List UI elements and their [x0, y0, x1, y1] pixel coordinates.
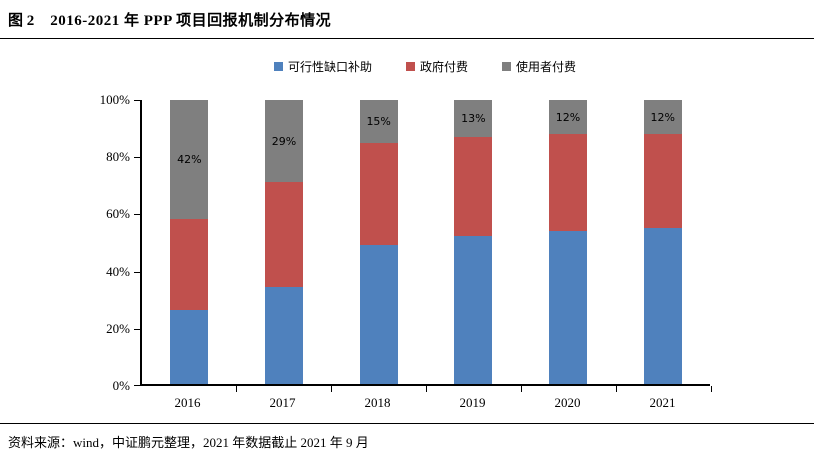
bar-data-label: 29% [271, 134, 297, 148]
bars: 42% 29% 15% 13% 12% 12% [142, 100, 710, 384]
bar-segment: 42% [170, 100, 209, 220]
stacked-bar: 29% [265, 100, 303, 384]
y-axis-tick-label: 20% [106, 320, 130, 336]
plot-area: 42% 29% 15% 13% 12% 12% 0% 20% 40% 60% 80% 100% [100, 92, 712, 393]
legend-label: 政府付费 [419, 59, 468, 74]
legend-swatch [502, 61, 511, 71]
chart-legend: 可行性缺口补助 政府付费 使用者付费 [140, 58, 710, 74]
x-axis-category-label: 2017 [269, 395, 296, 410]
bar-slot: 13% [426, 100, 521, 384]
y-axis-tick-label: 60% [106, 206, 130, 222]
x-axis-tick [236, 386, 237, 392]
bar-segment: 12% [549, 100, 588, 135]
bar-segment [170, 219, 209, 311]
x-axis-category-label: 2020 [554, 395, 581, 410]
bar-segment: 29% [265, 100, 303, 183]
bar-segment [359, 244, 398, 384]
y-axis-tick [134, 271, 142, 273]
x-axis-category-label: 2016 [174, 395, 201, 410]
x-axis-category-label: 2019 [459, 395, 486, 410]
y-axis-tick [134, 157, 142, 159]
bar-segment: 13% [454, 100, 493, 137]
bar-slot: 15% [331, 100, 426, 384]
figure-footer: 资料来源：wind，中证鹏元整理，2021 年数据截止 2021 年 9 月 [0, 423, 814, 451]
x-axis-tick [521, 386, 522, 392]
y-axis-tick [134, 385, 142, 386]
bar-segment [643, 134, 682, 228]
x-axis-labels: 2016 2017 2018 2019 2020 2021 [140, 395, 710, 411]
plot-wrap: 42% 29% 15% 13% 12% 12% 0% 20% 40% 60% 80% 100% [0, 92, 814, 393]
figure-title: 2016-2021 年 PPP 项目回报机制分布情况 [50, 13, 332, 29]
x-axis-tick [616, 386, 617, 392]
bar-segment [454, 236, 493, 384]
y-axis-tick [134, 328, 142, 330]
x-axis-category-label: 2018 [364, 395, 391, 410]
source-note: 资料来源：wind，中证鹏元整理，2021 年数据截止 2021 年 9 月 [8, 435, 369, 450]
stacked-bar: 15% [359, 100, 398, 384]
legend-swatch [273, 61, 283, 71]
bar-segment [549, 230, 588, 384]
y-axis-tick-label: 100% [99, 92, 130, 107]
legend-label: 使用者付费 [516, 59, 577, 74]
x-axis-tick [331, 386, 332, 392]
x-axis-tick [711, 386, 712, 392]
bar-segment: 12% [643, 100, 682, 135]
y-axis-tick [134, 100, 142, 101]
legend-swatch [405, 61, 415, 71]
x-axis-category-label: 2021 [649, 395, 676, 410]
stacked-bar: 12% [549, 100, 588, 384]
legend-item: 使用者付费 [502, 58, 576, 75]
bar-data-label: 13% [461, 111, 486, 125]
y-axis-tick-label: 80% [106, 149, 130, 165]
bar-data-label: 42% [177, 153, 202, 167]
legend-label: 可行性缺口补助 [287, 59, 372, 74]
bar-segment [170, 310, 209, 384]
bar-segment [265, 287, 303, 384]
legend-item: 政府付费 [405, 58, 468, 75]
bar-data-label: 15% [366, 114, 391, 128]
bar-segment [549, 134, 588, 231]
bar-segment [265, 182, 303, 288]
figure-header: 图 2 2016-2021 年 PPP 项目回报机制分布情况 [0, 0, 814, 39]
bar-slot: 12% [615, 100, 710, 384]
figure-number: 图 2 [8, 13, 35, 29]
y-axis-tick-label: 0% [112, 378, 130, 393]
bar-data-label: 12% [555, 110, 581, 124]
y-axis-tick-label: 40% [106, 263, 130, 279]
bar-data-label: 12% [650, 110, 675, 124]
legend-item: 可行性缺口补助 [273, 58, 372, 75]
y-axis-tick [134, 214, 142, 216]
stacked-bar: 12% [643, 100, 682, 384]
bar-segment: 15% [359, 100, 398, 143]
stacked-bar: 42% [170, 100, 209, 384]
x-axis-tick [426, 386, 427, 392]
bar-slot: 42% [142, 100, 237, 384]
stacked-bar: 13% [454, 100, 493, 384]
stacked-bar-chart: 可行性缺口补助 政府付费 使用者付费 42% 29% 15% 13% 12% 12% 0% 20… [0, 58, 814, 411]
bar-slot: 29% [237, 100, 332, 384]
bar-segment [359, 142, 398, 245]
bar-segment [643, 227, 682, 384]
bar-slot: 12% [521, 100, 616, 384]
bar-segment [454, 136, 493, 237]
